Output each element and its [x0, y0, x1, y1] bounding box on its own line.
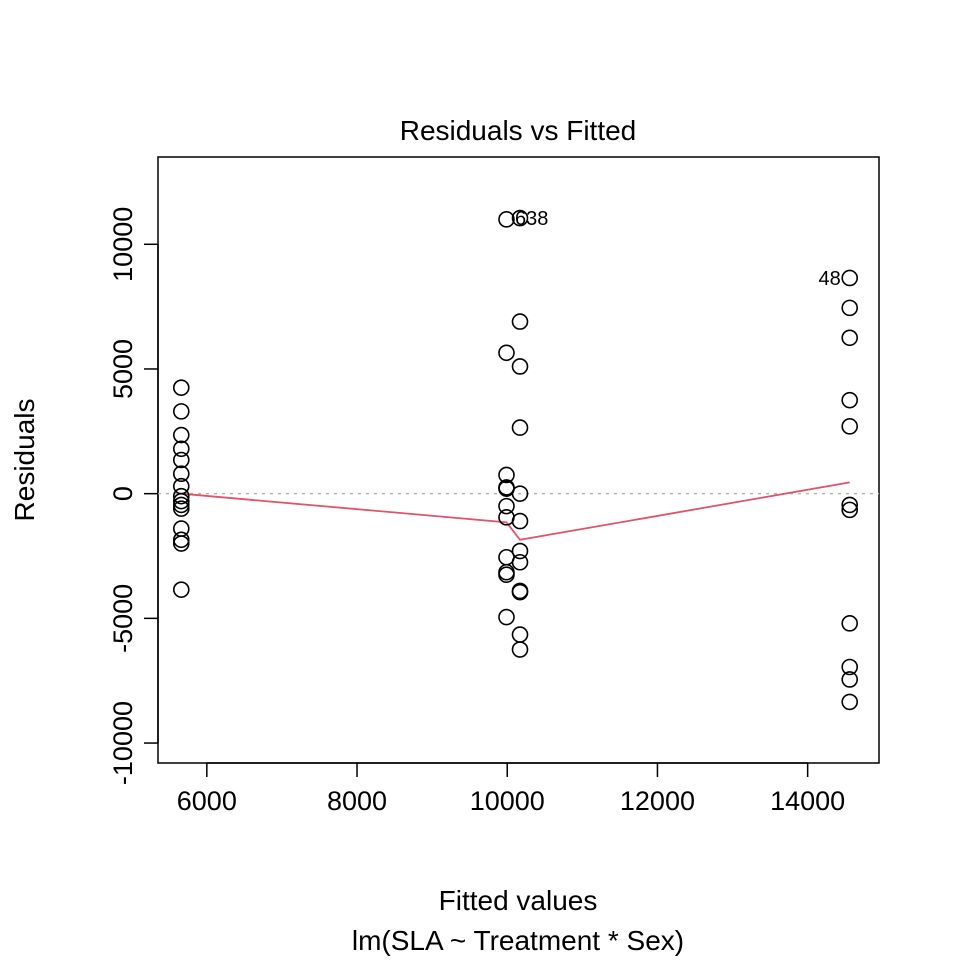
data-point: [841, 329, 859, 347]
data-point: [511, 542, 529, 560]
data-point: [841, 693, 859, 711]
smooth-line-path: [181, 481, 850, 541]
data-point: [172, 535, 190, 552]
data-point: [511, 358, 529, 375]
plot-frame: [157, 156, 880, 764]
data-point: [511, 583, 529, 601]
point-annotations: 638 48: [515, 208, 841, 290]
data-point: [511, 641, 529, 658]
data-point: [841, 615, 859, 632]
data-point: [498, 608, 515, 626]
x-axis-label: Fitted values: [439, 885, 598, 916]
point-annotation-label: 638: [515, 208, 548, 230]
point-annotation-label: 48: [818, 268, 840, 290]
data-point: [498, 466, 515, 484]
data-point: [511, 582, 529, 600]
data-point: [172, 465, 190, 483]
data-point: [172, 496, 190, 514]
chart-subtitle: lm(SLA ~ Treatment * Sex): [352, 925, 684, 956]
data-point: [511, 553, 529, 571]
data-point: [498, 344, 515, 362]
data-point: [511, 512, 529, 530]
data-point: [172, 487, 190, 505]
data-point: [172, 440, 190, 458]
data-point: [172, 451, 190, 469]
smooth-line: [181, 481, 850, 541]
y-tick-label: -5000: [108, 584, 138, 653]
data-point: [511, 419, 529, 436]
chart-title: Residuals vs Fitted: [400, 115, 637, 146]
data-point: [841, 269, 859, 287]
x-tick-label: 6000: [177, 786, 237, 816]
x-axis: 6000 8000 10000 12000 14000: [177, 762, 845, 816]
data-point: [841, 658, 859, 676]
data-point: [498, 211, 515, 228]
data-point: [511, 313, 529, 330]
y-axis: -10000 -5000 0 5000 10000: [108, 207, 159, 785]
data-points: [172, 209, 859, 711]
x-tick-label: 10000: [470, 786, 545, 816]
data-point: [511, 626, 529, 643]
x-tick-label: 14000: [770, 786, 845, 816]
data-point: [172, 403, 190, 420]
y-tick-label: 5000: [108, 339, 138, 399]
data-point: [511, 485, 529, 502]
data-point: [172, 492, 190, 510]
y-tick-label: -10000: [108, 701, 138, 785]
data-point: [841, 496, 859, 514]
data-point: [841, 299, 859, 317]
data-point: [841, 501, 859, 519]
data-point: [498, 497, 515, 515]
data-point: [498, 566, 515, 584]
x-tick-label: 8000: [327, 786, 387, 816]
data-point: [172, 581, 190, 598]
data-point: [511, 209, 529, 227]
y-tick-label: 10000: [108, 207, 138, 282]
y-tick-label: 0: [108, 486, 138, 501]
data-point: [172, 531, 190, 549]
x-tick-label: 12000: [620, 786, 695, 816]
data-point: [172, 379, 190, 396]
data-point: [172, 500, 190, 517]
data-point: [841, 418, 859, 435]
data-point: [841, 671, 859, 688]
y-axis-label: Residuals: [9, 399, 40, 522]
data-point: [172, 426, 190, 444]
data-point: [841, 391, 859, 409]
